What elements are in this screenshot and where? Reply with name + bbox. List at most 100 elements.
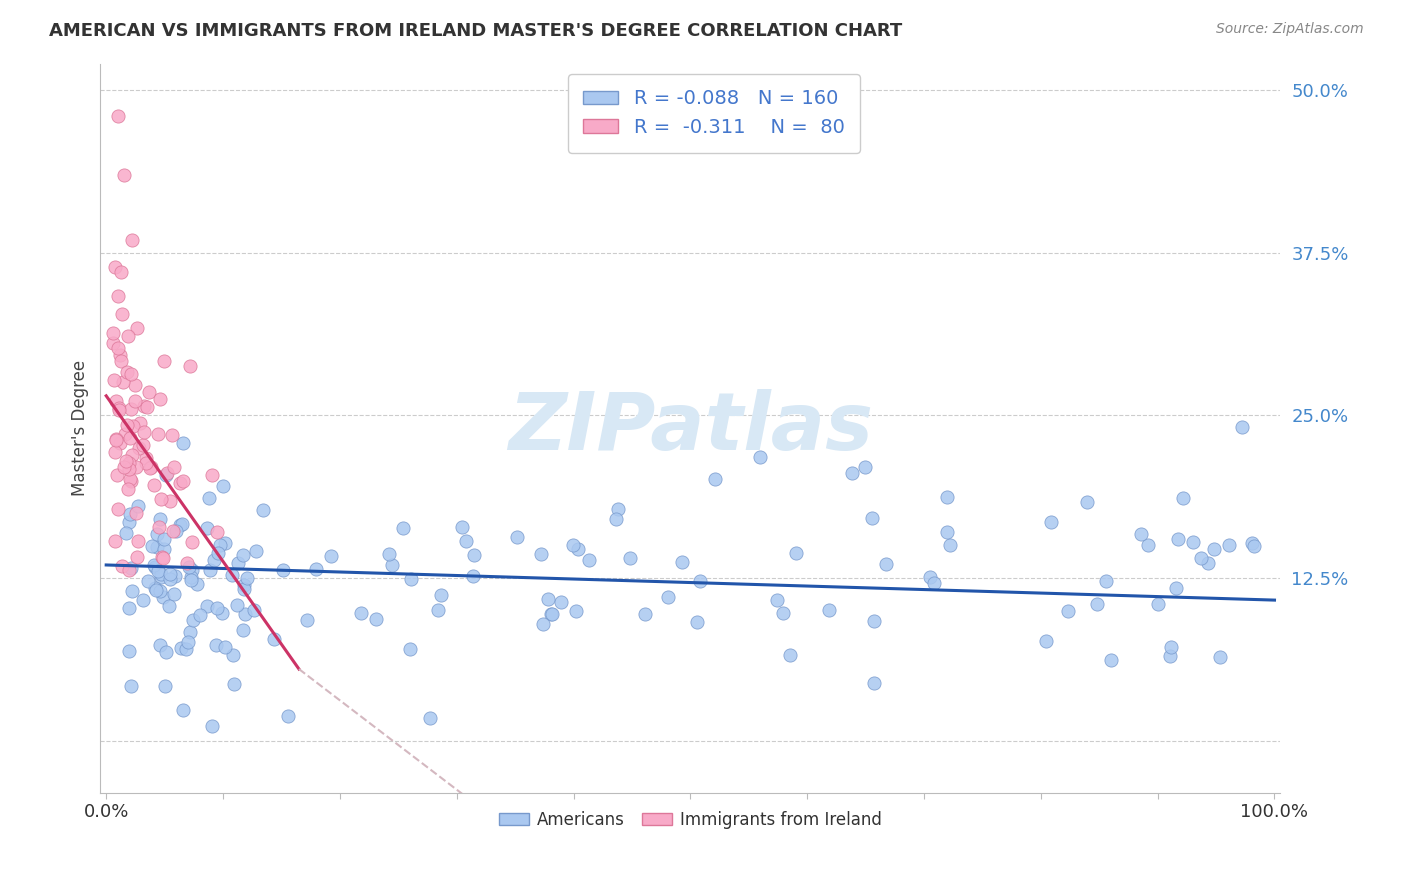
Point <box>118 462 141 476</box>
Point <box>128 441 150 455</box>
Point <box>120 431 142 445</box>
Point <box>252 503 274 517</box>
Point <box>108 401 131 416</box>
Point <box>146 427 169 442</box>
Point <box>107 342 129 356</box>
Point <box>155 645 177 659</box>
Point <box>153 532 176 546</box>
Point <box>1099 653 1122 667</box>
Point <box>125 320 148 334</box>
Point <box>177 559 200 574</box>
Point <box>170 517 193 532</box>
Point <box>118 601 141 615</box>
Point <box>232 623 254 637</box>
Point <box>186 576 208 591</box>
Point <box>463 548 485 562</box>
Point <box>118 563 141 577</box>
Point <box>128 416 150 430</box>
Point <box>127 533 149 548</box>
Point <box>1230 420 1253 434</box>
Point <box>115 454 138 468</box>
Point <box>935 525 957 540</box>
Point <box>305 562 328 576</box>
Point <box>157 599 180 613</box>
Point <box>111 375 134 389</box>
Point <box>120 368 142 382</box>
Point <box>183 614 205 628</box>
Point <box>204 638 226 652</box>
Point <box>138 461 160 475</box>
Point <box>159 572 181 586</box>
Point <box>399 572 422 586</box>
Point <box>169 476 191 491</box>
Point <box>221 648 243 662</box>
Point <box>1159 648 1181 663</box>
Point <box>1189 550 1212 565</box>
Point <box>162 524 184 539</box>
Point <box>108 403 131 417</box>
Point <box>456 534 478 549</box>
Point <box>107 502 129 516</box>
Point <box>155 467 177 482</box>
Point <box>120 561 142 575</box>
Point <box>118 471 141 485</box>
Point <box>159 493 181 508</box>
Point <box>159 566 181 581</box>
Point <box>1136 538 1159 552</box>
Point <box>121 233 143 247</box>
Point <box>108 436 131 450</box>
Point <box>201 467 224 482</box>
Point <box>634 607 657 622</box>
Point <box>567 542 589 557</box>
Point <box>145 540 167 554</box>
Point <box>1240 535 1263 549</box>
Point <box>1160 640 1182 654</box>
Point <box>236 571 259 585</box>
Point <box>101 326 124 340</box>
Text: Source: ZipAtlas.com: Source: ZipAtlas.com <box>1216 22 1364 37</box>
Point <box>605 512 627 526</box>
Point <box>121 449 143 463</box>
Point <box>122 418 145 433</box>
Point <box>150 549 173 564</box>
Point <box>430 588 453 602</box>
Point <box>221 568 243 582</box>
Point <box>1197 556 1219 570</box>
Point <box>112 168 135 182</box>
Point <box>198 563 221 577</box>
Point <box>143 581 166 595</box>
Point <box>169 518 191 533</box>
Point <box>506 530 529 544</box>
Point <box>125 550 148 565</box>
Point <box>875 557 897 571</box>
Point <box>319 549 342 563</box>
Point <box>115 526 138 541</box>
Point <box>1171 491 1194 505</box>
Point <box>463 568 485 582</box>
Point <box>263 632 285 647</box>
Point <box>1056 604 1078 618</box>
Point <box>114 427 136 442</box>
Point <box>245 544 267 558</box>
Point <box>188 607 211 622</box>
Point <box>117 482 139 496</box>
Point <box>419 710 441 724</box>
Point <box>107 109 129 123</box>
Point <box>232 578 254 592</box>
Point <box>297 613 319 627</box>
Point <box>149 392 172 406</box>
Point <box>198 491 221 505</box>
Point <box>121 401 143 416</box>
Point <box>176 635 198 649</box>
Point <box>350 606 373 620</box>
Point <box>145 526 167 541</box>
Point <box>162 427 184 442</box>
Point <box>117 329 139 343</box>
Point <box>399 642 422 657</box>
Point <box>233 607 256 621</box>
Point <box>170 641 193 656</box>
Point <box>1129 527 1152 541</box>
Point <box>149 512 172 526</box>
Point <box>118 644 141 658</box>
Point <box>537 592 560 607</box>
